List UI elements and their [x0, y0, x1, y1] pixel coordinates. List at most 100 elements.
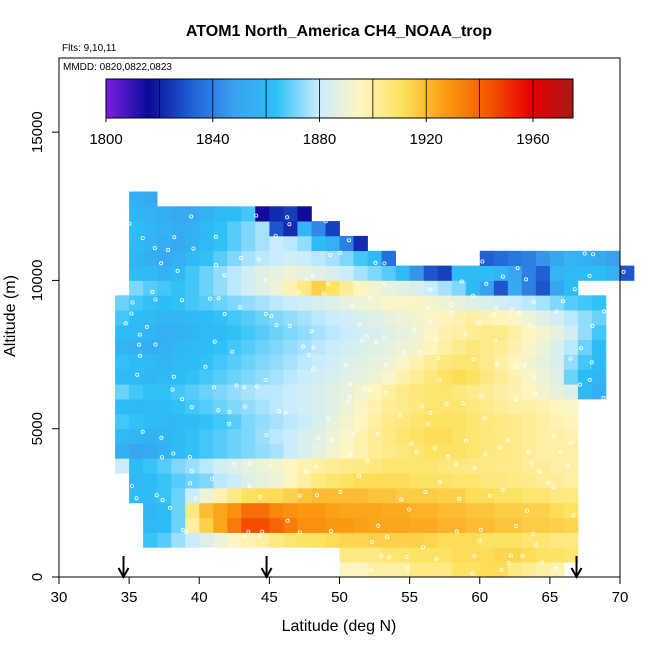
heatmap-cell — [493, 532, 509, 548]
heatmap-cell — [269, 250, 284, 266]
heatmap-cell — [353, 532, 368, 548]
heatmap-cell — [339, 310, 354, 326]
sample-marker — [216, 408, 221, 413]
heatmap-cell — [451, 562, 467, 578]
heatmap-cell — [395, 369, 410, 385]
sample-marker — [180, 397, 185, 402]
heatmap-cell — [325, 384, 340, 400]
heatmap-cell — [213, 235, 228, 252]
sample-marker — [160, 455, 165, 460]
sample-marker — [256, 257, 261, 262]
sample-marker — [167, 505, 172, 510]
heatmap-cell — [381, 324, 396, 341]
heatmap-cell — [269, 235, 284, 252]
heatmap-cell — [325, 250, 340, 266]
heatmap-cell — [381, 369, 396, 385]
heatmap-cell — [395, 547, 410, 563]
heatmap-cell — [493, 399, 509, 415]
heatmap-cell — [549, 310, 565, 326]
heatmap-cell — [493, 369, 509, 385]
sample-marker — [428, 287, 433, 292]
heatmap-cell — [465, 458, 481, 474]
heatmap-cell — [535, 443, 551, 459]
heatmap-cell — [171, 354, 186, 370]
heatmap-cell — [255, 206, 270, 222]
heatmap-cell — [339, 324, 354, 341]
heatmap-cell — [423, 428, 439, 444]
heatmap-cell — [297, 250, 312, 266]
heatmap-cell — [549, 280, 565, 296]
heatmap-cell — [311, 473, 326, 489]
heatmap-cell — [227, 413, 242, 430]
heatmap-cell — [227, 280, 242, 296]
heatmap-cell — [521, 502, 537, 519]
heatmap-cell — [311, 339, 326, 355]
heatmap-cell — [227, 502, 242, 519]
sample-marker — [480, 259, 485, 264]
heatmap-cell — [465, 265, 481, 281]
heatmap-cell — [479, 413, 495, 430]
heatmap-cell — [171, 443, 186, 459]
heatmap-cell — [367, 562, 382, 578]
heatmap-cell — [283, 250, 298, 266]
heatmap-cell — [255, 517, 270, 533]
sample-marker — [524, 277, 529, 282]
heatmap-cell — [353, 562, 368, 578]
sample-marker — [130, 483, 135, 488]
heatmap-cell — [171, 399, 186, 415]
sample-marker — [526, 449, 531, 454]
heatmap-cell — [339, 369, 354, 385]
x-tick-label: 55 — [401, 589, 418, 606]
sample-marker — [242, 385, 247, 390]
heatmap-cell — [143, 532, 158, 548]
heatmap-cell — [535, 413, 551, 430]
sample-marker — [189, 468, 194, 473]
heatmap-cell — [227, 532, 242, 548]
heatmap-cell — [227, 339, 242, 355]
heatmap-cell — [465, 295, 481, 311]
heatmap-cell — [479, 532, 495, 548]
heatmap-cell — [199, 354, 214, 370]
heatmap-cell — [227, 369, 242, 385]
heatmap-cell — [143, 413, 158, 430]
heatmap-cell — [479, 250, 495, 266]
heatmap-cell — [381, 532, 396, 548]
heatmap-cell — [367, 413, 382, 430]
heatmap-cell — [269, 443, 284, 459]
heatmap-cell — [563, 295, 579, 311]
heatmap-cell — [507, 354, 523, 370]
heatmap-cell — [311, 324, 326, 341]
heatmap-cell — [297, 354, 312, 370]
heatmap-cell — [241, 339, 256, 355]
heatmap-cell — [451, 369, 467, 385]
heatmap-cell — [451, 458, 467, 474]
heatmap-cell — [213, 339, 228, 355]
heatmap-cell — [367, 473, 382, 489]
sample-marker — [482, 416, 487, 421]
heatmap-cell — [535, 532, 551, 548]
heatmap-cell — [269, 532, 284, 548]
heatmap-cell — [185, 488, 200, 504]
sample-marker — [368, 568, 373, 573]
heatmap-cell — [199, 265, 214, 281]
heatmap-cell — [437, 310, 453, 326]
heatmap-cell — [129, 384, 144, 400]
sample-marker — [134, 496, 139, 501]
sample-marker — [578, 382, 583, 387]
heatmap-cell — [297, 502, 312, 519]
heatmap-cell — [227, 206, 242, 222]
heatmap-cell — [353, 502, 368, 519]
heatmap-cell — [451, 428, 467, 444]
heatmap-cell — [521, 250, 537, 266]
sample-marker — [484, 281, 489, 286]
heatmap-cell — [591, 265, 607, 281]
sample-marker — [166, 247, 171, 252]
heatmap-cell — [493, 310, 509, 326]
heatmap-cell — [283, 428, 298, 444]
heatmap-cell — [283, 458, 298, 474]
heatmap-cell — [409, 532, 424, 548]
heatmap-cell — [437, 502, 453, 519]
heatmap-cell — [493, 488, 509, 504]
sample-marker — [379, 553, 384, 558]
